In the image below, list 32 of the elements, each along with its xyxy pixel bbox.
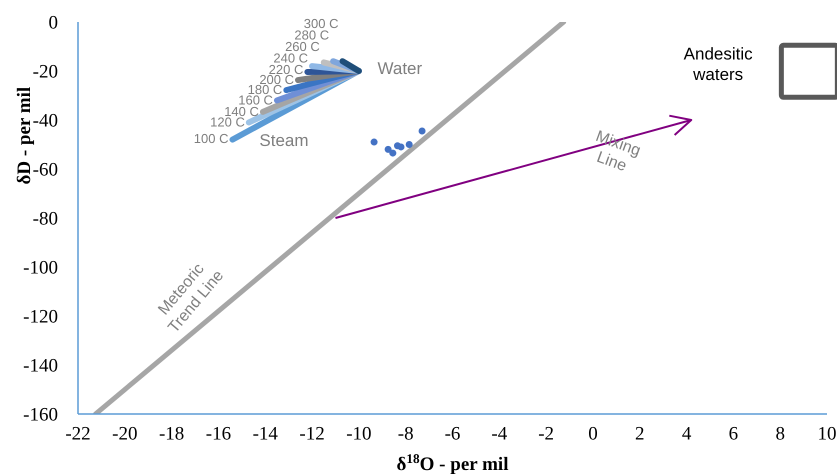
y-tick-label: 0 (48, 12, 58, 34)
x-tick-label: 6 (728, 423, 738, 444)
x-tick-label: -22 (65, 423, 91, 444)
x-axis-title: δ$^{18}$O - per mil (396, 450, 509, 474)
y-tick-label: -60 (32, 160, 58, 181)
x-tick-label: -2 (538, 423, 554, 444)
y-tick-label: -40 (32, 110, 58, 132)
x-tick-label: -20 (112, 423, 138, 444)
y-tick-label: -160 (23, 404, 58, 426)
x-tick-label: -8 (398, 423, 414, 444)
x-tick-label: -18 (158, 423, 184, 444)
annotation: 140 C (224, 104, 259, 119)
x-tick-label: 8 (775, 423, 785, 444)
x-tick-label: -6 (444, 423, 460, 444)
annotation: Water (377, 59, 423, 78)
y-tick-label: -20 (32, 62, 58, 83)
x-tick-label: 2 (635, 423, 644, 444)
x-tick-label: -10 (346, 423, 372, 444)
y-tick-label: -140 (23, 356, 58, 377)
y-tick-label: -80 (32, 208, 58, 230)
x-tick-label: 4 (682, 423, 692, 444)
annotation: Steam (259, 131, 309, 150)
x-tick-label: -16 (206, 423, 232, 444)
x-tick-label: -4 (491, 423, 508, 444)
annotation: Andesitic waters (684, 44, 754, 84)
x-tick-label: 10 (818, 423, 836, 444)
y-tick-label: -120 (23, 306, 58, 328)
x-tick-label: 0 (588, 423, 598, 444)
x-tick-label: -14 (252, 423, 278, 444)
annotation: 100 C (194, 131, 228, 146)
y-tick-label: -100 (23, 258, 58, 279)
x-tick-label: -12 (299, 423, 325, 444)
